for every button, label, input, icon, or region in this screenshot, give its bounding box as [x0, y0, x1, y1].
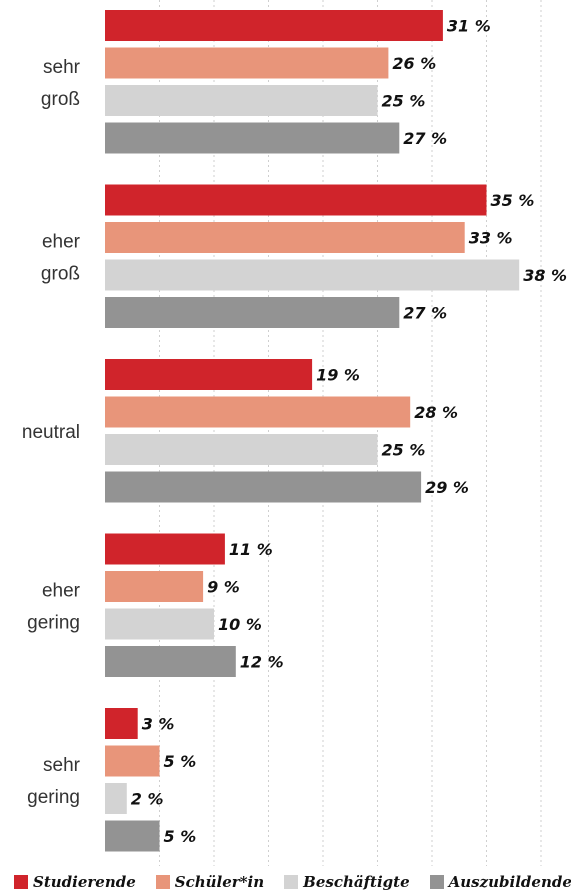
- label-layer: sehr groß eher groß neutral eher gering sehr ger…: [22, 17, 567, 847]
- bar: [105, 646, 236, 677]
- bar-layer: [105, 10, 520, 852]
- grid-layer: [159, 0, 542, 866]
- value-label: 25 %: [382, 441, 426, 460]
- legend: Studierende Schüler*in Beschäftigte Ausz…: [14, 870, 571, 894]
- value-label: 11 %: [229, 540, 273, 559]
- legend-swatch-schueler: [155, 875, 170, 889]
- value-label: 5 %: [164, 752, 197, 771]
- bar: [105, 359, 313, 390]
- bar: [105, 10, 443, 41]
- legend-label-auszubildende: Auszubildende*r: [448, 873, 571, 891]
- category-label: eher groß: [41, 231, 81, 284]
- value-label: 29 %: [425, 478, 469, 497]
- value-label: 19 %: [316, 366, 360, 385]
- bar: [105, 85, 378, 116]
- category-label: neutral: [22, 422, 80, 443]
- value-label: 35 %: [491, 191, 535, 210]
- legend-item-auszubildende: Auszubildende*r: [429, 873, 571, 891]
- bar: [105, 533, 225, 565]
- bar: [105, 184, 487, 216]
- legend-item-beschaeftigte: Beschäftigte: [284, 873, 410, 891]
- legend-swatch-beschaeftigte: [284, 875, 299, 889]
- value-label: 25 %: [382, 92, 426, 111]
- bar: [105, 47, 389, 79]
- bar-chart: sehr groß eher groß neutral eher gering sehr ger…: [22, 0, 567, 866]
- legend-label-beschaeftigte: Beschäftigte: [303, 873, 410, 891]
- legend-label-studierende: Studierende: [33, 873, 136, 891]
- value-label: 28 %: [414, 403, 458, 422]
- bar: [105, 608, 214, 640]
- bar: [105, 745, 160, 777]
- bar: [105, 708, 138, 739]
- value-label: 5 %: [164, 827, 197, 846]
- legend-item-schueler: Schüler*in: [155, 873, 265, 891]
- legend-item-studierende: Studierende: [14, 873, 136, 891]
- legend-label-schueler: Schüler*in: [174, 873, 265, 891]
- bar: [105, 297, 400, 328]
- bar: [105, 434, 378, 465]
- value-label: 2 %: [131, 790, 164, 809]
- bar: [105, 122, 400, 154]
- value-label: 26 %: [392, 54, 436, 73]
- bar: [105, 820, 160, 852]
- value-label: 9 %: [207, 578, 240, 597]
- bar: [105, 471, 422, 503]
- value-label: 38 %: [523, 266, 567, 285]
- bar: [105, 396, 411, 428]
- bar: [105, 571, 204, 602]
- bar: [105, 259, 520, 291]
- category-label: sehr gering: [27, 755, 80, 808]
- value-label: 31 %: [447, 17, 491, 36]
- category-label: sehr groß: [41, 57, 81, 110]
- value-label: 27 %: [403, 129, 447, 148]
- value-label: 33 %: [469, 229, 513, 248]
- value-label: 3 %: [142, 715, 175, 734]
- bar: [105, 222, 465, 253]
- legend-swatch-auszubildende: [429, 875, 444, 889]
- value-label: 12 %: [240, 653, 284, 672]
- category-label: eher gering: [27, 580, 80, 633]
- bar: [105, 783, 127, 814]
- value-label: 10 %: [218, 615, 262, 634]
- legend-swatch-studierende: [14, 875, 28, 889]
- value-label: 27 %: [403, 304, 447, 323]
